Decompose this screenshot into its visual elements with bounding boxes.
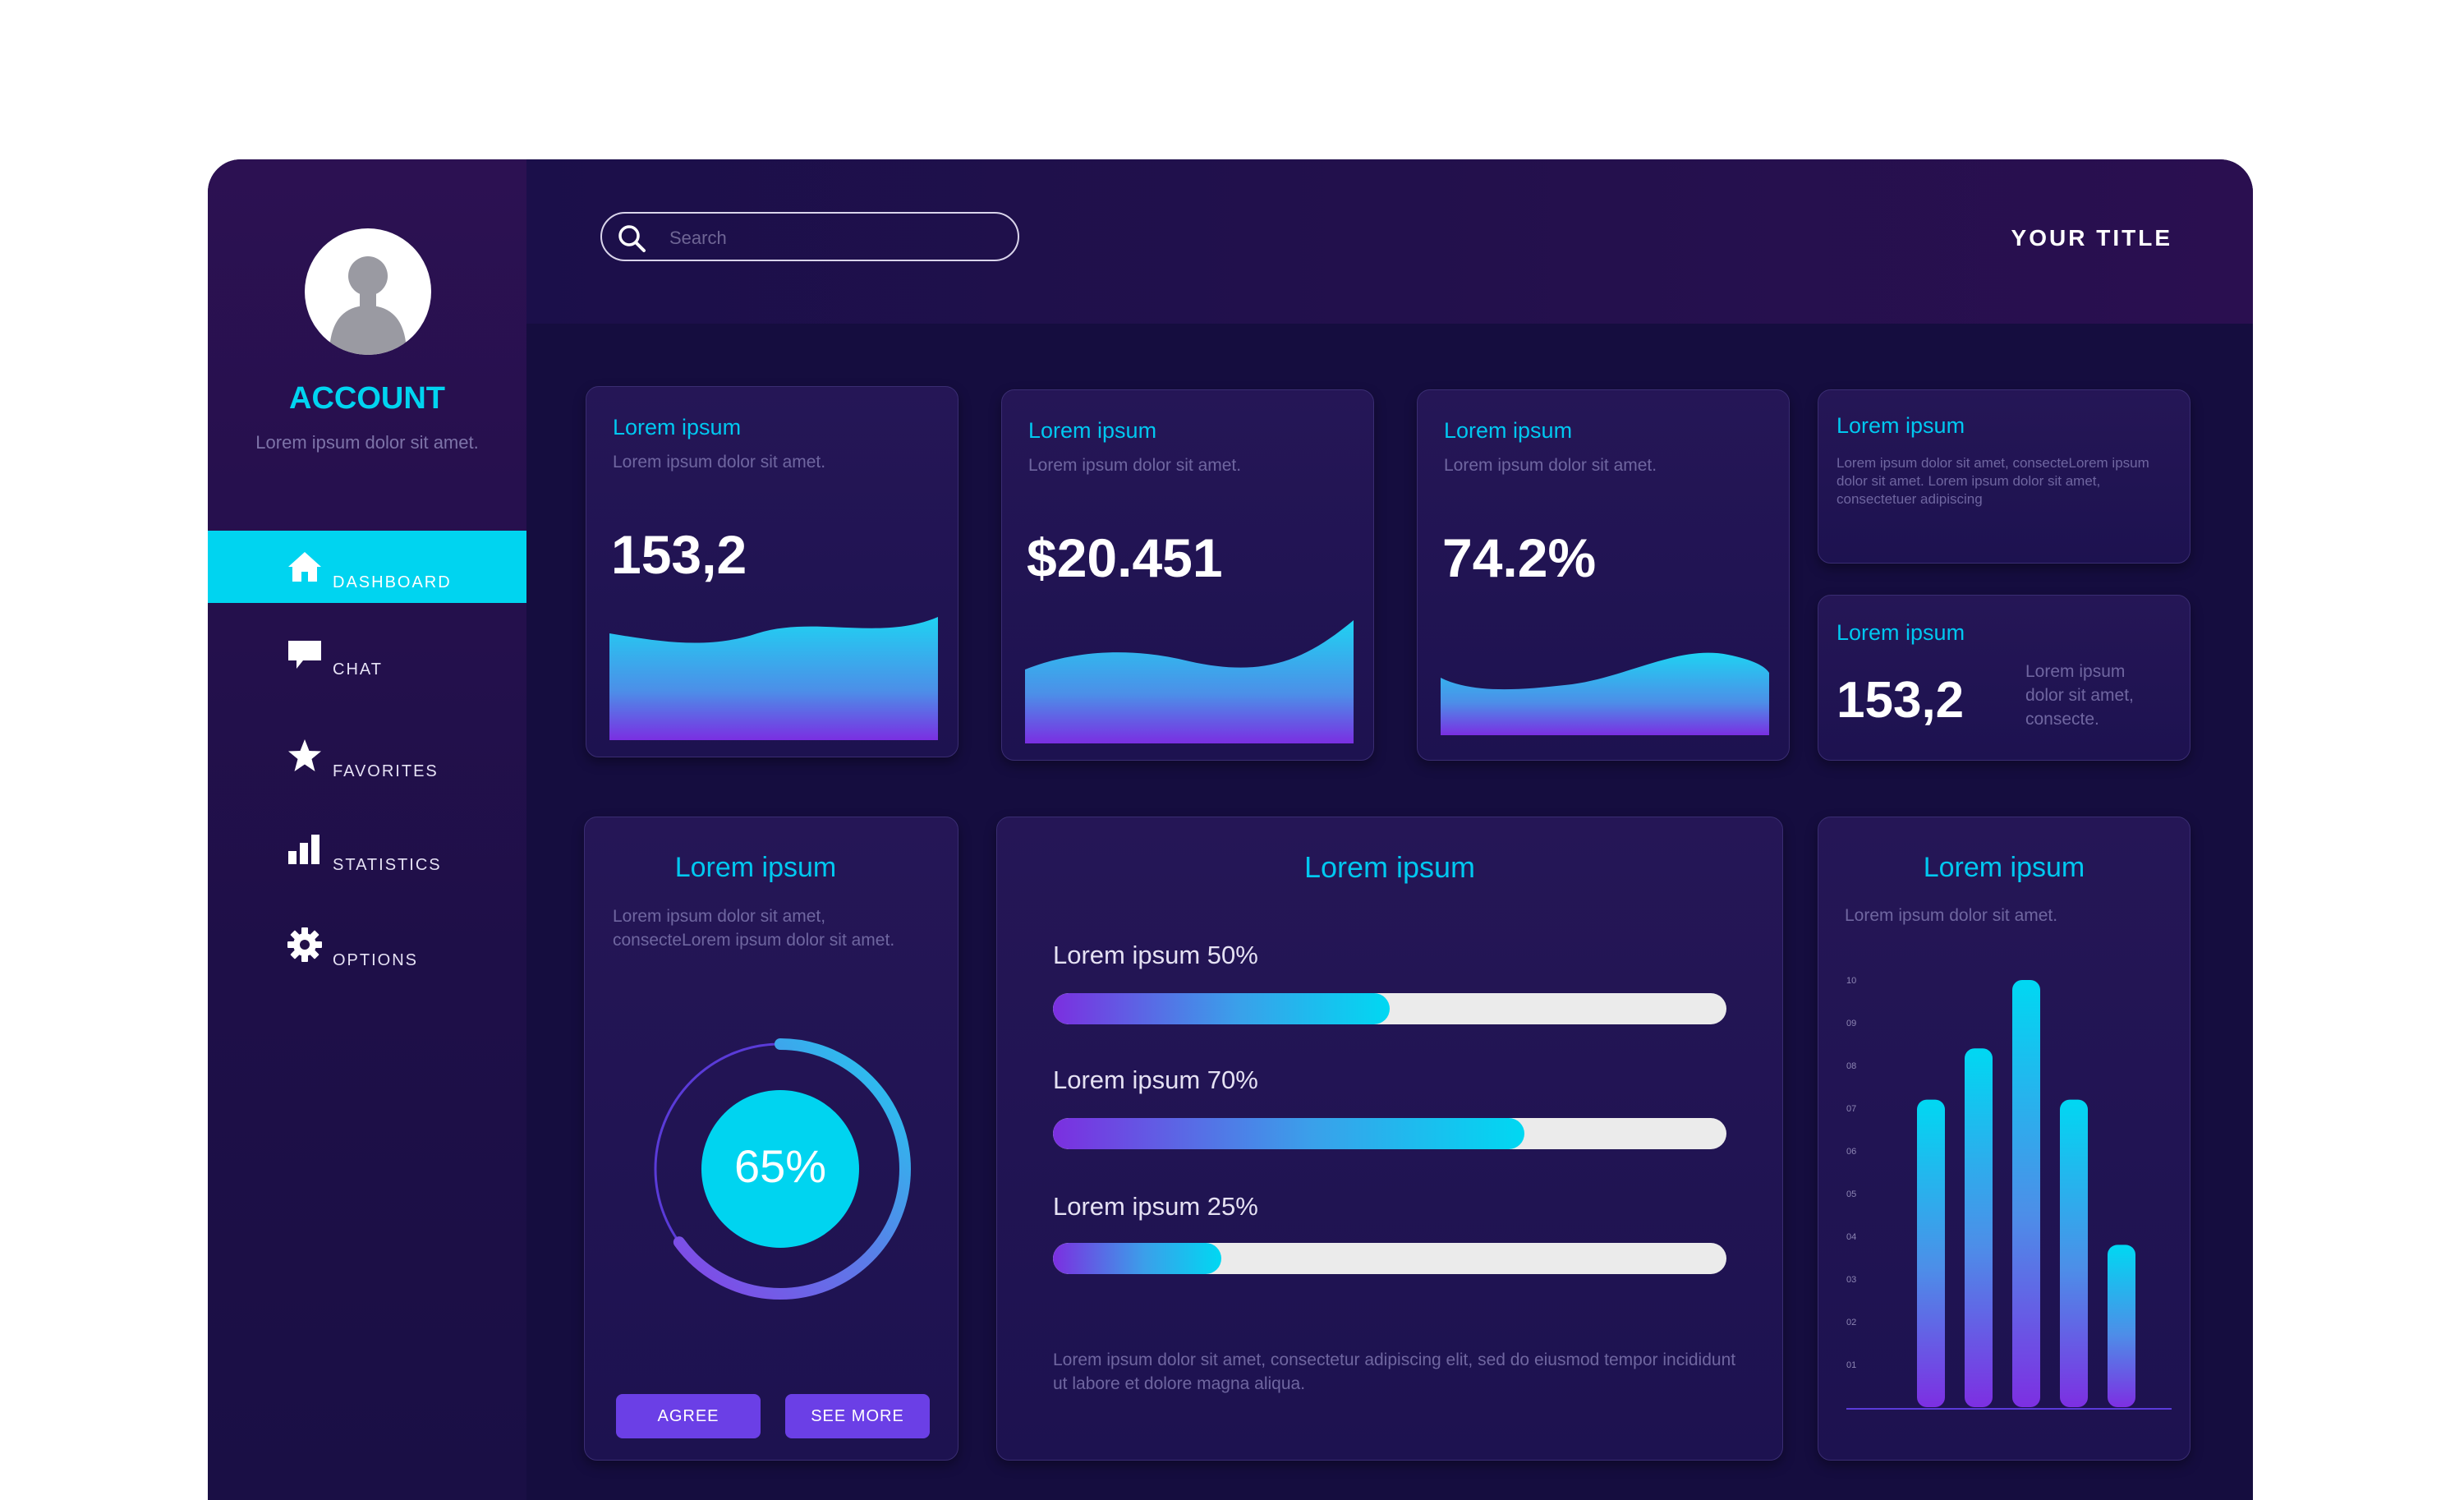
y-tick-label: 04: [1846, 1232, 1856, 1242]
bar-chart-card[interactable]: Lorem ipsum Lorem ipsum dolor sit amet. …: [1818, 817, 2190, 1461]
bar[interactable]: [2060, 1099, 2088, 1407]
bar[interactable]: [1917, 1099, 1945, 1407]
donut-card[interactable]: Lorem ipsum Lorem ipsum dolor sit amet, …: [584, 817, 958, 1461]
card-title: Lorem ipsum: [613, 415, 742, 439]
progress-label: Lorem ipsum 50%: [1053, 941, 1258, 969]
donut-center: [701, 1090, 859, 1248]
home-icon: [288, 552, 321, 582]
card-text: Lorem ipsum dolor sit amet, consecteLore…: [1837, 455, 2149, 507]
sidebar-item-chat[interactable]: CHAT: [208, 618, 526, 690]
y-tick-label: 09: [1846, 1019, 1856, 1028]
card-subtitle: Lorem ipsum dolor sit amet.: [613, 453, 826, 472]
y-tick-label: 02: [1846, 1318, 1856, 1327]
card-text: Lorem ipsum dolor sit amet, consecteLore…: [613, 907, 895, 950]
page-title: YOUR TITLE: [2011, 225, 2172, 251]
donut-progress-arc: [650, 1038, 911, 1300]
card-value: 153,2: [611, 524, 747, 585]
card-title: Lorem ipsum: [1837, 413, 1965, 438]
card-value: 153,2: [1837, 672, 1965, 729]
progress-card[interactable]: Lorem ipsum Lorem ipsum 50% Lorem ipsum …: [996, 817, 1783, 1461]
y-tick-label: 01: [1846, 1360, 1856, 1370]
progress-track: [1053, 1243, 1726, 1274]
sidebar-item-favorites[interactable]: FAVORITES: [208, 720, 526, 792]
bar[interactable]: [2108, 1245, 2135, 1407]
sidebar-item-statistics[interactable]: STATISTICS: [208, 813, 526, 886]
info-card[interactable]: Lorem ipsum Lorem ipsum dolor sit amet, …: [1818, 389, 2190, 564]
progress-track: [1053, 1118, 1726, 1149]
bar-chart: 10 09 08 07 06 05 04 03 02 01: [1846, 976, 2172, 1410]
card-title: Lorem ipsum: [1923, 852, 2085, 883]
y-tick-label: 06: [1846, 1147, 1856, 1157]
y-tick-label: 10: [1846, 976, 1856, 986]
sidebar-item-options[interactable]: OPTIONS: [208, 909, 526, 981]
see-more-button[interactable]: SEE MORE: [785, 1394, 930, 1438]
progress-fill: [1053, 1118, 1524, 1149]
dashboard-window: ACCOUNT Lorem ipsum dolor sit amet. DASH…: [208, 159, 2253, 1500]
card-footer-text: Lorem ipsum dolor sit amet, consectetur …: [1053, 1350, 1736, 1393]
search-bar[interactable]: [600, 212, 1019, 261]
card-subtitle: Lorem ipsum dolor sit amet.: [1444, 456, 1657, 475]
progress-fill: [1053, 1243, 1221, 1274]
sidebar: ACCOUNT Lorem ipsum dolor sit amet. DASH…: [208, 159, 526, 1500]
star-icon: [288, 739, 321, 771]
sidebar-item-dashboard[interactable]: DASHBOARD: [208, 531, 526, 603]
account-subtitle: Lorem ipsum dolor sit amet.: [255, 432, 479, 453]
user-icon: [329, 256, 407, 355]
chat-icon: [288, 641, 321, 669]
sidebar-item-label: OPTIONS: [333, 951, 419, 969]
sidebar-item-label: FAVORITES: [333, 762, 439, 780]
card-title: Lorem ipsum: [1303, 850, 1476, 884]
stat-card[interactable]: Lorem ipsum Lorem ipsum dolor sit amet. …: [1001, 389, 1374, 761]
card-title: Lorem ipsum: [1444, 418, 1573, 443]
small-stat-card[interactable]: Lorem ipsum 153,2 Lorem ipsum dolor sit …: [1818, 595, 2190, 761]
progress-track: [1053, 993, 1726, 1024]
donut-percent-label: 65%: [734, 1140, 826, 1192]
progress-fill: [1053, 993, 1390, 1024]
y-tick-label: 05: [1846, 1189, 1856, 1199]
agree-button[interactable]: AGREE: [616, 1394, 761, 1438]
area-sparkline: [1441, 652, 1769, 735]
bar-chart-icon: [288, 835, 319, 864]
card-text: Lorem ipsum dolor sit amet, consecte.: [2025, 662, 2134, 729]
card-title: Lorem ipsum: [1837, 620, 1965, 645]
bar[interactable]: [1965, 1048, 1993, 1407]
account-title: ACCOUNT: [289, 381, 445, 416]
search-input[interactable]: [668, 223, 1000, 253]
card-value: $20.451: [1027, 527, 1223, 588]
sidebar-item-label: STATISTICS: [333, 856, 442, 874]
bar[interactable]: [2012, 980, 2040, 1407]
search-icon[interactable]: [617, 223, 646, 253]
sidebar-item-label: DASHBOARD: [333, 573, 452, 591]
area-sparkline: [609, 617, 938, 740]
gear-icon: [287, 927, 322, 962]
y-tick-label: 08: [1846, 1061, 1856, 1071]
donut-chart: 65%: [650, 1038, 911, 1300]
card-title: Lorem ipsum: [1028, 418, 1157, 443]
stat-card[interactable]: Lorem ipsum Lorem ipsum dolor sit amet. …: [1417, 389, 1790, 761]
area-sparkline: [1025, 620, 1354, 743]
y-tick-label: 07: [1846, 1104, 1856, 1114]
sidebar-item-label: CHAT: [333, 660, 383, 679]
card-subtitle: Lorem ipsum dolor sit amet.: [1845, 906, 2058, 925]
progress-label: Lorem ipsum 70%: [1053, 1065, 1258, 1094]
card-subtitle: Lorem ipsum dolor sit amet.: [1028, 456, 1242, 475]
avatar[interactable]: [305, 228, 431, 355]
card-value: 74.2%: [1442, 527, 1597, 588]
y-tick-label: 03: [1846, 1275, 1856, 1285]
card-title: Lorem ipsum: [674, 852, 837, 883]
stat-card[interactable]: Lorem ipsum Lorem ipsum dolor sit amet. …: [586, 386, 958, 757]
progress-label: Lorem ipsum 25%: [1053, 1192, 1258, 1221]
